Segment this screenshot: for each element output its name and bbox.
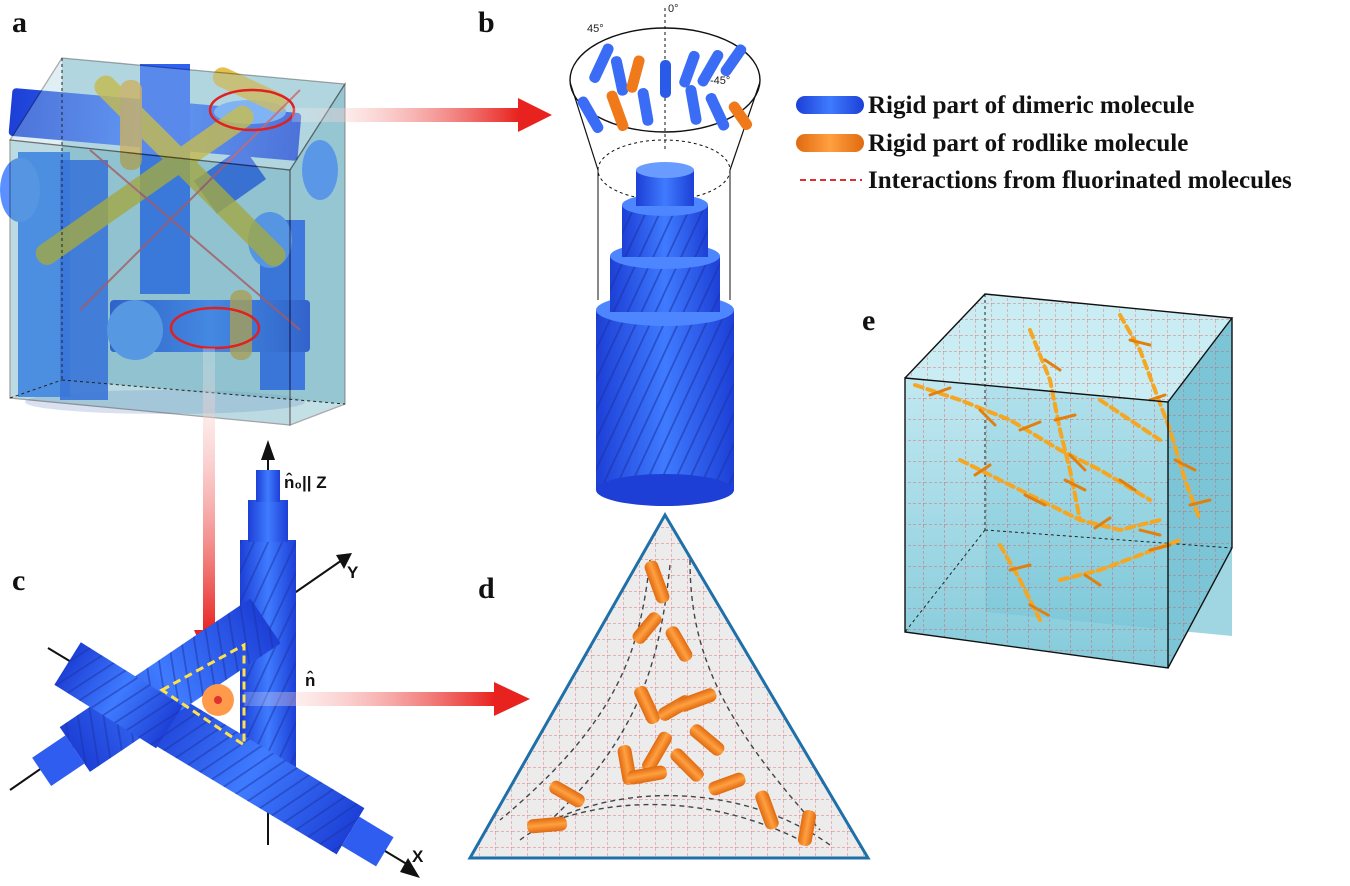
panel-c-axes	[9, 440, 420, 878]
panel-label-d: d	[478, 572, 495, 605]
axis-x-label: X	[412, 847, 424, 866]
legend-interactions-label: Interactions from fluorinated molecules	[868, 167, 1292, 194]
arrow-c-to-d	[244, 682, 530, 716]
panel-label-c: c	[12, 564, 25, 597]
axis-y-label: Y	[347, 563, 359, 582]
angle-minus45-label: -45°	[710, 75, 730, 87]
panel-label-b: b	[478, 6, 495, 39]
angle-zero-label: 0°	[668, 3, 679, 15]
panel-e-cube	[904, 293, 1234, 669]
legend-rodlike-label: Rigid part of rodlike molecule	[868, 130, 1188, 157]
arrow-a-to-b	[292, 98, 552, 132]
angle-plus45-label: 45°	[587, 23, 604, 35]
axis-n-label: n̂	[305, 670, 315, 690]
panel-b-column	[569, 8, 761, 506]
axis-n0-label: n̂₀|| Z	[284, 472, 327, 492]
panel-d-triangle	[467, 512, 871, 860]
panel-label-e: e	[862, 304, 875, 337]
panel-label-a: a	[12, 6, 27, 39]
legend: Rigid part of dimeric molecule Rigid par…	[796, 92, 1292, 194]
legend-dimeric-label: Rigid part of dimeric molecule	[868, 92, 1194, 119]
legend-swatch-dimeric	[796, 96, 864, 114]
legend-swatch-rodlike	[796, 134, 864, 152]
panel-a-cube	[0, 57, 347, 426]
